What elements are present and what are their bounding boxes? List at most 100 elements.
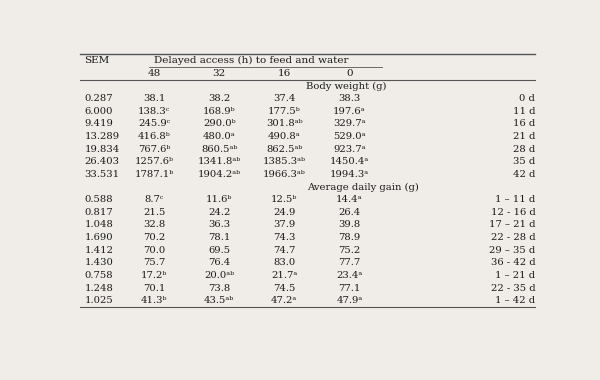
Text: 78.9: 78.9 — [338, 233, 361, 242]
Text: 69.5: 69.5 — [208, 246, 230, 255]
Text: 74.7: 74.7 — [273, 246, 295, 255]
Text: 21.5: 21.5 — [143, 208, 165, 217]
Text: 860.5ᵃᵇ: 860.5ᵃᵇ — [201, 145, 238, 154]
Text: 37.9: 37.9 — [273, 220, 295, 230]
Text: 8.7ᶜ: 8.7ᶜ — [145, 195, 164, 204]
Text: 1.430: 1.430 — [84, 258, 113, 268]
Text: 70.1: 70.1 — [143, 283, 165, 293]
Text: 1.248: 1.248 — [84, 283, 113, 293]
Text: 1 – 42 d: 1 – 42 d — [495, 296, 535, 305]
Text: 22 - 35 d: 22 - 35 d — [491, 283, 535, 293]
Text: 416.8ᵇ: 416.8ᵇ — [137, 132, 170, 141]
Text: 9.419: 9.419 — [84, 119, 113, 128]
Text: 21.7ᵃ: 21.7ᵃ — [271, 271, 298, 280]
Text: 329.7ᵃ: 329.7ᵃ — [333, 119, 365, 128]
Text: 36 - 42 d: 36 - 42 d — [491, 258, 535, 268]
Text: 0.817: 0.817 — [84, 208, 113, 217]
Text: 37.4: 37.4 — [273, 94, 295, 103]
Text: 1.025: 1.025 — [84, 296, 113, 305]
Text: Body weight (g): Body weight (g) — [306, 81, 386, 90]
Text: 33.531: 33.531 — [84, 170, 119, 179]
Text: 1994.3ᵃ: 1994.3ᵃ — [330, 170, 369, 179]
Text: 0: 0 — [346, 69, 353, 78]
Text: 13.289: 13.289 — [84, 132, 119, 141]
Text: 6.000: 6.000 — [84, 107, 113, 116]
Text: 41.3ᵇ: 41.3ᵇ — [141, 296, 167, 305]
Text: 78.1: 78.1 — [208, 233, 230, 242]
Text: 23.4ᵃ: 23.4ᵃ — [336, 271, 362, 280]
Text: 290.0ᵇ: 290.0ᵇ — [203, 119, 235, 128]
Text: 76.4: 76.4 — [208, 258, 230, 268]
Text: 0.588: 0.588 — [84, 195, 113, 204]
Text: 1341.8ᵃᵇ: 1341.8ᵃᵇ — [197, 157, 241, 166]
Text: 32.8: 32.8 — [143, 220, 165, 230]
Text: 24.2: 24.2 — [208, 208, 230, 217]
Text: 26.403: 26.403 — [84, 157, 119, 166]
Text: 12.5ᵇ: 12.5ᵇ — [271, 195, 298, 204]
Text: 43.5ᵃᵇ: 43.5ᵃᵇ — [204, 296, 234, 305]
Text: 1450.4ᵃ: 1450.4ᵃ — [330, 157, 369, 166]
Text: 39.8: 39.8 — [338, 220, 361, 230]
Text: 19.834: 19.834 — [84, 145, 119, 154]
Text: 17 – 21 d: 17 – 21 d — [489, 220, 535, 230]
Text: 12 - 16 d: 12 - 16 d — [491, 208, 535, 217]
Text: 29 – 35 d: 29 – 35 d — [489, 246, 535, 255]
Text: 73.8: 73.8 — [208, 283, 230, 293]
Text: 38.2: 38.2 — [208, 94, 230, 103]
Text: 0.287: 0.287 — [84, 94, 113, 103]
Text: 28 d: 28 d — [513, 145, 535, 154]
Text: 1.412: 1.412 — [84, 246, 113, 255]
Text: 22 - 28 d: 22 - 28 d — [491, 233, 535, 242]
Text: 32: 32 — [212, 69, 226, 78]
Text: 20.0ᵃᵇ: 20.0ᵃᵇ — [204, 271, 234, 280]
Text: 75.2: 75.2 — [338, 246, 361, 255]
Text: 1 – 11 d: 1 – 11 d — [495, 195, 535, 204]
Text: 74.5: 74.5 — [273, 283, 295, 293]
Text: 26.4: 26.4 — [338, 208, 361, 217]
Text: 38.3: 38.3 — [338, 94, 361, 103]
Text: 480.0ᵃ: 480.0ᵃ — [203, 132, 235, 141]
Text: 70.2: 70.2 — [143, 233, 165, 242]
Text: 38.1: 38.1 — [143, 94, 165, 103]
Text: 42 d: 42 d — [513, 170, 535, 179]
Text: 1787.1ᵇ: 1787.1ᵇ — [134, 170, 173, 179]
Text: 70.0: 70.0 — [143, 246, 165, 255]
Text: 83.0: 83.0 — [273, 258, 295, 268]
Text: 923.7ᵃ: 923.7ᵃ — [333, 145, 365, 154]
Text: 75.7: 75.7 — [143, 258, 165, 268]
Text: 14.4ᵃ: 14.4ᵃ — [336, 195, 362, 204]
Text: 197.6ᵃ: 197.6ᵃ — [333, 107, 365, 116]
Text: 48: 48 — [148, 69, 161, 78]
Text: 138.3ᶜ: 138.3ᶜ — [138, 107, 170, 116]
Text: 47.2ᵃ: 47.2ᵃ — [271, 296, 298, 305]
Text: 490.8ᵃ: 490.8ᵃ — [268, 132, 301, 141]
Text: 21 d: 21 d — [513, 132, 535, 141]
Text: 862.5ᵃᵇ: 862.5ᵃᵇ — [266, 145, 302, 154]
Text: 36.3: 36.3 — [208, 220, 230, 230]
Text: 1.690: 1.690 — [84, 233, 113, 242]
Text: 16: 16 — [278, 69, 291, 78]
Text: 1 – 21 d: 1 – 21 d — [495, 271, 535, 280]
Text: 1257.6ᵇ: 1257.6ᵇ — [134, 157, 173, 166]
Text: Delayed access (h) to feed and water: Delayed access (h) to feed and water — [154, 56, 349, 65]
Text: 24.9: 24.9 — [273, 208, 295, 217]
Text: 1.048: 1.048 — [84, 220, 113, 230]
Text: Average daily gain (g): Average daily gain (g) — [307, 182, 419, 192]
Text: 17.2ᵇ: 17.2ᵇ — [141, 271, 167, 280]
Text: 529.0ᵃ: 529.0ᵃ — [333, 132, 365, 141]
Text: 1904.2ᵃᵇ: 1904.2ᵃᵇ — [197, 170, 241, 179]
Text: 16 d: 16 d — [513, 119, 535, 128]
Text: 77.7: 77.7 — [338, 258, 361, 268]
Text: 767.6ᵇ: 767.6ᵇ — [138, 145, 170, 154]
Text: 74.3: 74.3 — [273, 233, 295, 242]
Text: 77.1: 77.1 — [338, 283, 361, 293]
Text: 0 d: 0 d — [520, 94, 535, 103]
Text: 245.9ᶜ: 245.9ᶜ — [138, 119, 170, 128]
Text: 1966.3ᵃᵇ: 1966.3ᵃᵇ — [263, 170, 305, 179]
Text: 47.9ᵃ: 47.9ᵃ — [336, 296, 362, 305]
Text: SEM: SEM — [84, 56, 110, 65]
Text: 11.6ᵇ: 11.6ᵇ — [206, 195, 232, 204]
Text: 177.5ᵇ: 177.5ᵇ — [268, 107, 301, 116]
Text: 1385.3ᵃᵇ: 1385.3ᵃᵇ — [263, 157, 306, 166]
Text: 301.8ᵃᵇ: 301.8ᵃᵇ — [266, 119, 302, 128]
